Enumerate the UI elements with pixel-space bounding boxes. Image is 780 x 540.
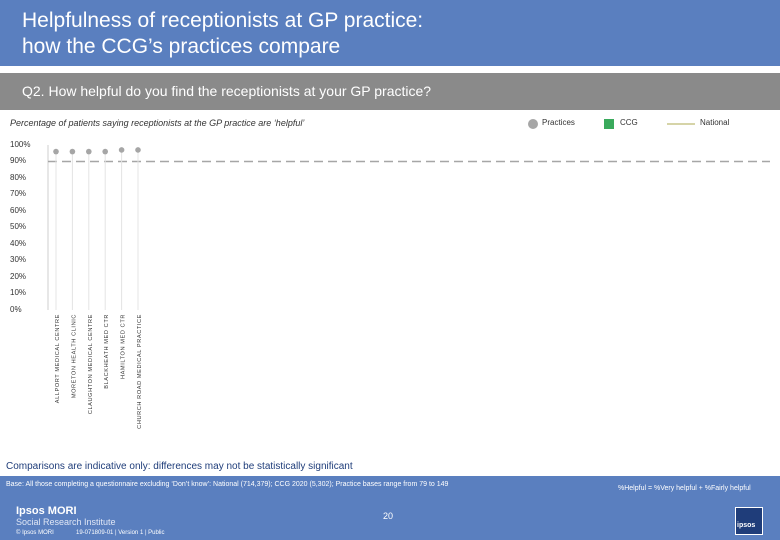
y-tick-label: 90% bbox=[10, 156, 27, 165]
practice-point bbox=[118, 147, 125, 153]
category-label: HAMILTON MED CTR bbox=[121, 314, 127, 379]
page-title-line-1: Helpfulness of receptionists at GP pract… bbox=[22, 9, 424, 32]
practice-point bbox=[53, 148, 59, 155]
category-label: MORETON HEALTH CLINIC bbox=[71, 314, 77, 398]
practice-point bbox=[135, 147, 141, 153]
page-title-line-2: how the CCG’s practices compare bbox=[22, 35, 341, 58]
practice-point bbox=[102, 148, 108, 155]
page-number: 20 bbox=[383, 511, 394, 521]
job-number: 19-071809-01 | Version 1 | Public bbox=[76, 530, 165, 536]
legend-national-label: National bbox=[700, 118, 730, 127]
y-tick-label: 40% bbox=[10, 239, 27, 248]
legend-practices-marker bbox=[528, 119, 538, 129]
y-tick-label: 30% bbox=[10, 255, 27, 264]
category-label: CHURCH ROAD MEDICAL PRACTICE bbox=[137, 314, 143, 429]
y-tick-label: 50% bbox=[10, 222, 27, 231]
y-tick-label: 10% bbox=[10, 288, 27, 297]
footer-bar bbox=[0, 476, 780, 540]
chart-subtitle: Percentage of patients saying receptioni… bbox=[10, 118, 305, 128]
y-tick-label: 100% bbox=[10, 140, 31, 149]
comparison-note: Comparisons are indicative only: differe… bbox=[6, 461, 353, 472]
y-tick-label: 60% bbox=[10, 206, 27, 215]
y-tick-label: 0% bbox=[10, 305, 22, 314]
chart-plot: ALLPORT MEDICAL CENTRE MORETON HEALTH CLI… bbox=[47, 145, 770, 429]
category-label: CLAUGHTON MEDICAL CENTRE bbox=[88, 314, 94, 414]
ipsos-logo: ipsos bbox=[735, 507, 763, 535]
title-bar bbox=[0, 0, 780, 66]
legend-practices-label: Practices bbox=[542, 118, 575, 127]
practice-point bbox=[69, 148, 76, 155]
ipsos-logo-text: ipsos bbox=[737, 522, 756, 529]
legend-national-marker bbox=[667, 123, 695, 125]
legend-ccg-marker bbox=[604, 119, 614, 129]
brand-subtitle: Social Research Institute bbox=[16, 517, 116, 527]
helpful-definition: %Helpful = %Very helpful + %Fairly helpf… bbox=[618, 485, 751, 492]
y-tick-label: 80% bbox=[10, 173, 27, 182]
question-bar bbox=[0, 73, 780, 110]
base-description: Base: All those completing a questionnai… bbox=[6, 481, 449, 488]
legend-ccg-label: CCG bbox=[620, 118, 638, 127]
y-tick-label: 70% bbox=[10, 189, 27, 198]
category-label: ALLPORT MEDICAL CENTRE bbox=[55, 314, 61, 403]
practice-point bbox=[86, 148, 92, 155]
question-text: Q2. How helpful do you find the receptio… bbox=[22, 83, 432, 99]
category-label: BLACKHEATH MED CTR bbox=[104, 314, 110, 389]
copyright-text: © Ipsos MORI bbox=[16, 530, 54, 536]
brand-name: Ipsos MORI bbox=[16, 505, 77, 517]
y-tick-label: 20% bbox=[10, 272, 27, 281]
